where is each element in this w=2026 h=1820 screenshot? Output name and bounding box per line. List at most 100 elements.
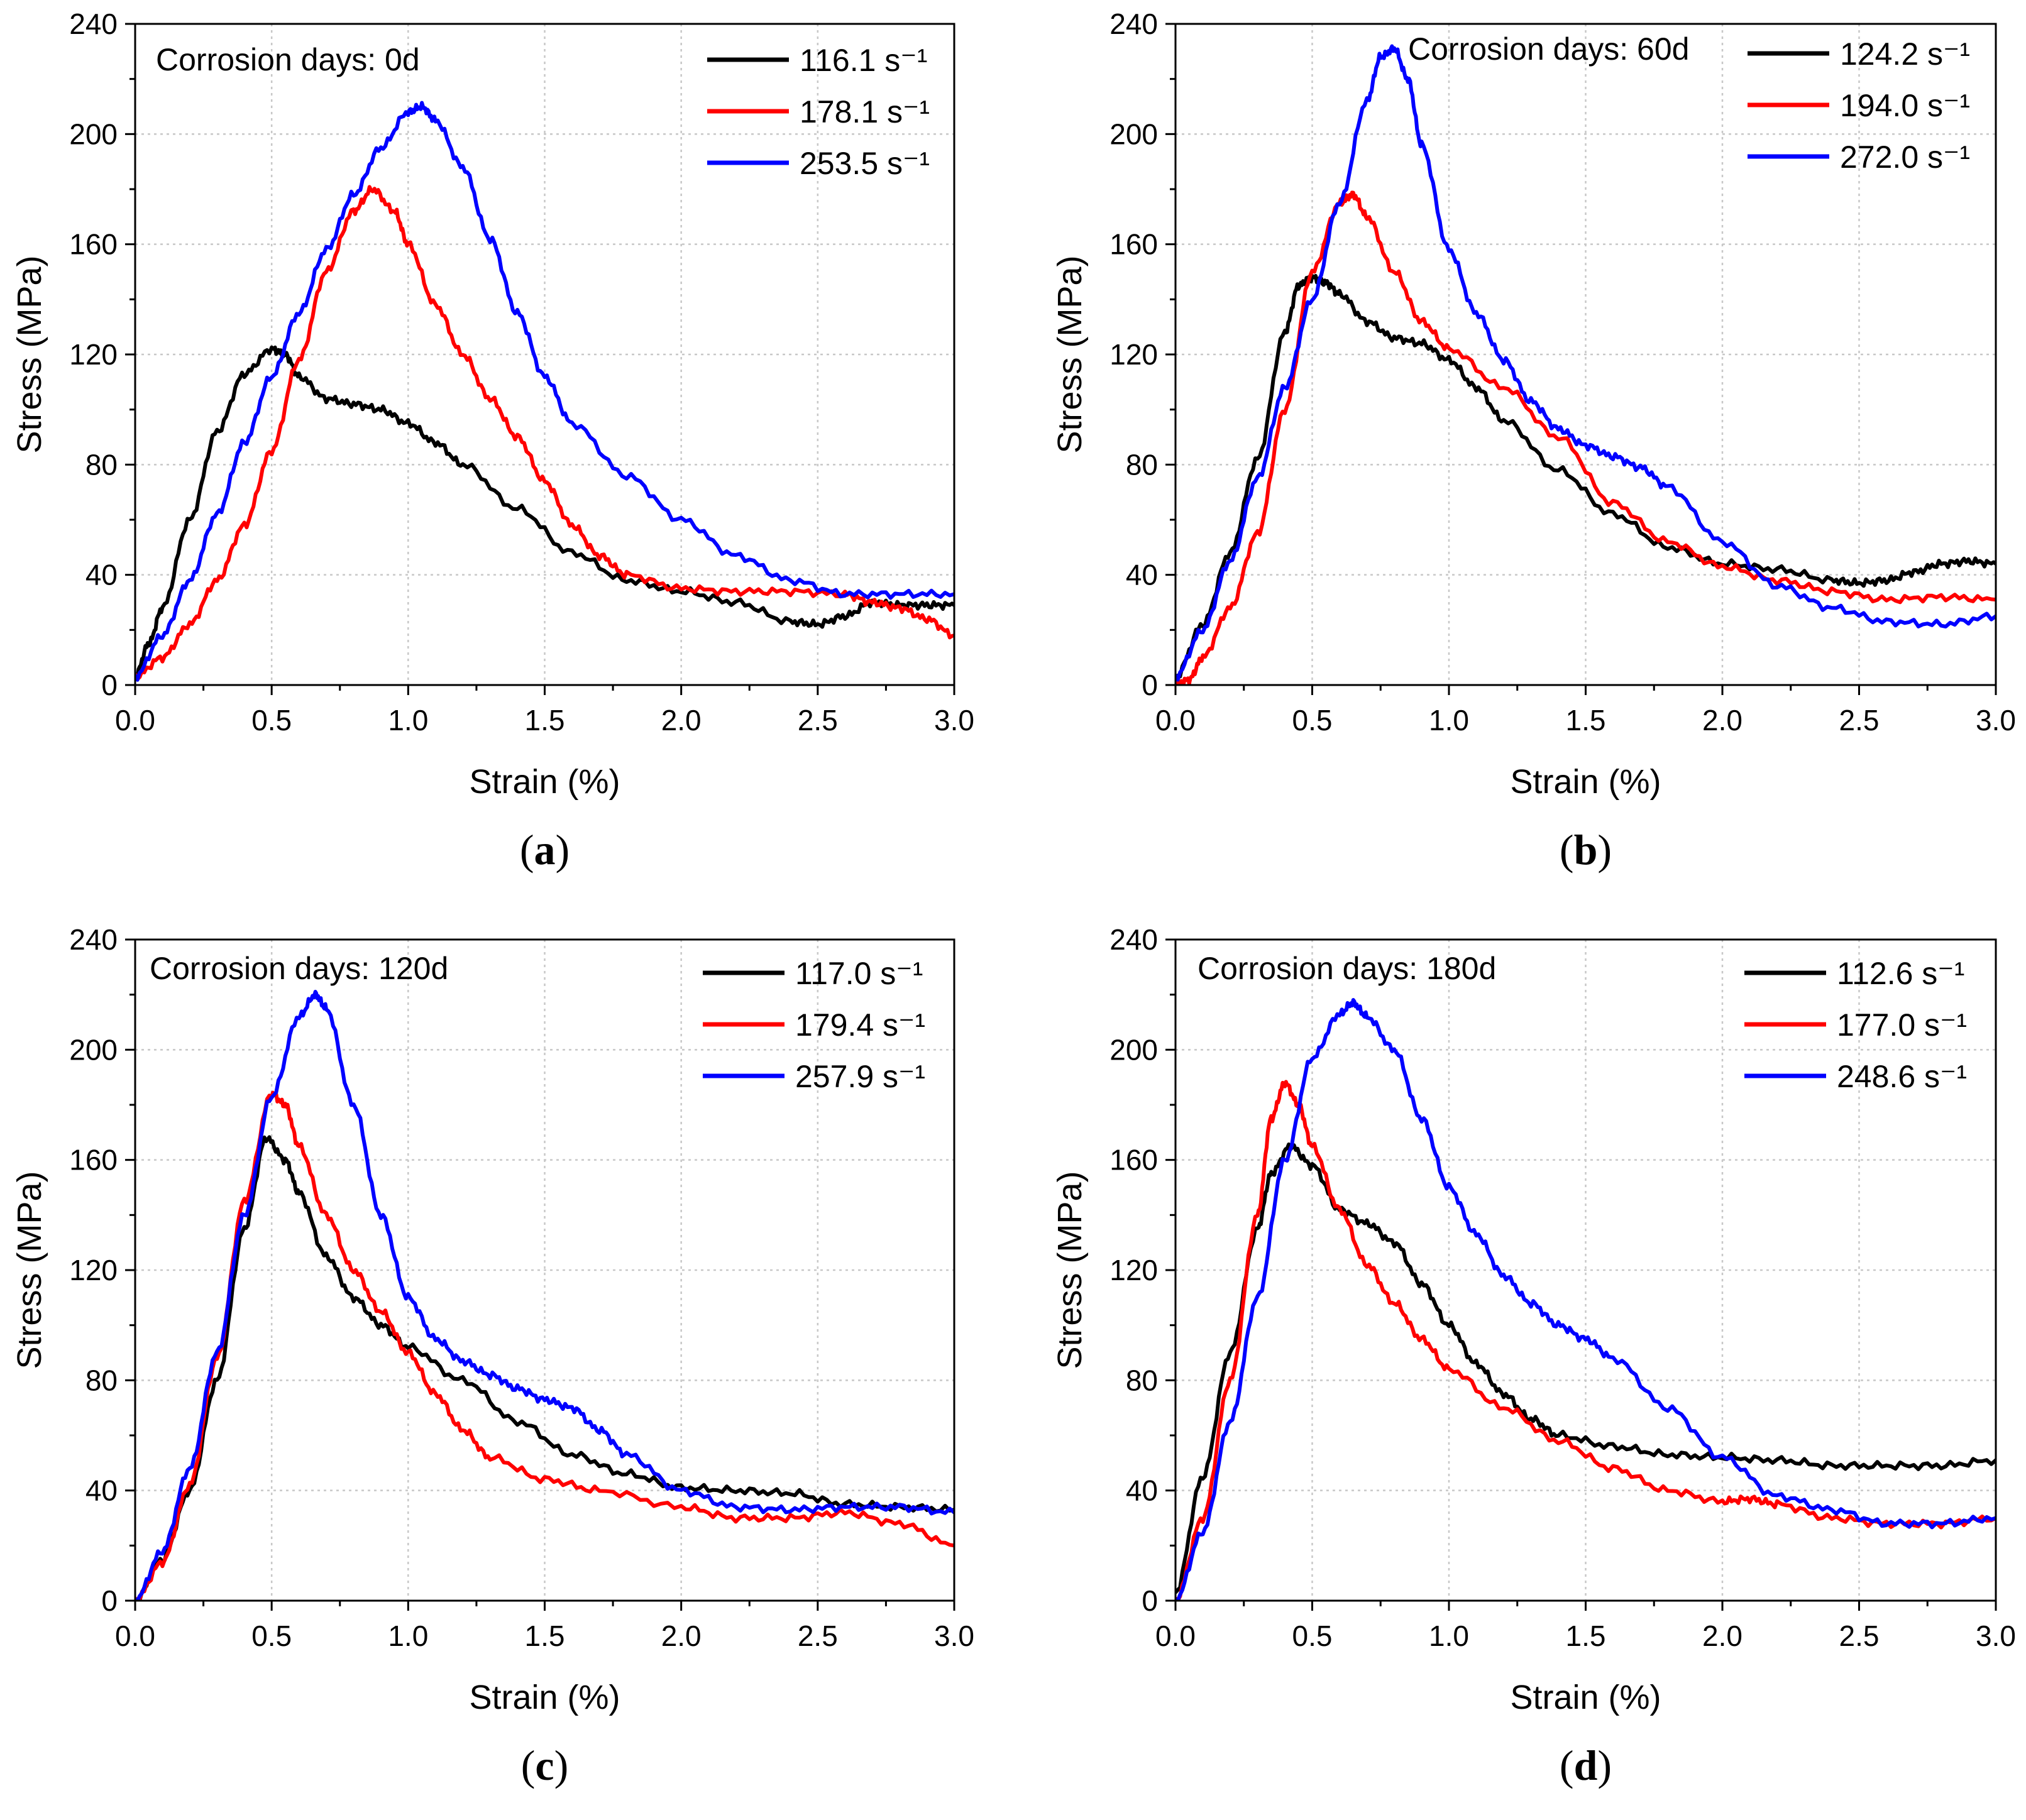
legend-label: 116.1 s⁻¹ <box>800 43 927 78</box>
y-tick-label: 80 <box>1126 448 1158 481</box>
y-tick-label: 240 <box>1109 8 1158 40</box>
y-tick-label: 160 <box>69 228 118 261</box>
panel-label: (c) <box>521 1741 569 1789</box>
x-tick-label: 1.5 <box>525 704 565 737</box>
series-group <box>135 990 954 1601</box>
series-line-blue <box>135 990 954 1601</box>
y-tick-label: 0 <box>101 1584 118 1617</box>
corrosion-days-annotation: Corrosion days: 120d <box>150 951 448 986</box>
y-tick-label: 40 <box>1126 1474 1158 1507</box>
panel-label-open-paren: ( <box>521 1741 536 1789</box>
series-line-blue <box>135 101 954 682</box>
x-tick-label: 2.0 <box>1702 704 1742 737</box>
legend-label: 194.0 s⁻¹ <box>1840 88 1970 123</box>
legend-label: 117.0 s⁻¹ <box>795 956 923 991</box>
y-tick-label: 160 <box>69 1144 118 1176</box>
series-line-red <box>1175 1080 1996 1601</box>
x-tick-label: 1.0 <box>388 704 428 737</box>
legend-label: 177.0 s⁻¹ <box>1837 1007 1967 1043</box>
panel-label: (a) <box>520 826 570 874</box>
x-tick-label: 0.5 <box>251 704 292 737</box>
panel-label: (d) <box>1560 1741 1612 1789</box>
y-tick-label: 200 <box>69 118 118 150</box>
series-line-red <box>1175 190 1996 685</box>
panel-label: (b) <box>1560 826 1612 874</box>
series-group <box>1175 44 1996 685</box>
legend-label: 257.9 s⁻¹ <box>795 1059 925 1094</box>
x-tick-label: 0.5 <box>251 1620 292 1652</box>
legend-label: 124.2 s⁻¹ <box>1840 36 1970 72</box>
x-tick-label: 0.0 <box>1155 704 1196 737</box>
panel-label-letter: c <box>535 1741 554 1789</box>
series-line-black <box>135 345 954 680</box>
x-axis-title: Strain (%) <box>469 763 620 801</box>
panel-b: 0.0 0.5 1.0 1.5 2.0 2.5 3.0 0 40 80 120 160 200 240 St… <box>1051 8 2016 874</box>
series-line-black <box>1175 273 1996 679</box>
y-tick-label: 240 <box>69 923 118 956</box>
legend-label: 272.0 s⁻¹ <box>1840 140 1970 175</box>
x-tick-label: 2.5 <box>798 704 838 737</box>
y-tick-label: 120 <box>69 1254 118 1286</box>
panel-label-open-paren: ( <box>520 826 534 874</box>
legend-label: 248.6 s⁻¹ <box>1837 1059 1967 1094</box>
x-tick-label: 1.5 <box>1566 1620 1606 1652</box>
panel-label-open-paren: ( <box>1560 1741 1574 1789</box>
panel-label-open-paren: ( <box>1560 826 1574 874</box>
x-axis-title: Strain (%) <box>1510 763 1661 801</box>
panel-c: 0.0 0.5 1.0 1.5 2.0 2.5 3.0 0 40 80 120 160 200 240 St… <box>11 923 974 1789</box>
x-tick-label: 0.0 <box>1155 1620 1196 1652</box>
x-tick-label: 2.5 <box>1839 1620 1880 1652</box>
y-axis-title: Stress (MPa) <box>1051 1171 1089 1369</box>
x-tick-label: 3.0 <box>934 1620 974 1652</box>
x-tick-label: 1.0 <box>388 1620 428 1652</box>
panel-d: 0.0 0.5 1.0 1.5 2.0 2.5 3.0 0 40 80 120 160 200 240 St… <box>1051 923 2016 1789</box>
y-tick-label: 120 <box>69 338 118 371</box>
y-tick-label: 240 <box>69 8 118 40</box>
x-axis-title: Strain (%) <box>1510 1679 1661 1716</box>
x-tick-label: 2.0 <box>1702 1620 1742 1652</box>
x-tick-label: 2.0 <box>661 1620 702 1652</box>
y-tick-label: 120 <box>1109 1254 1158 1286</box>
y-axis-title: Stress (MPa) <box>11 255 48 453</box>
series-group <box>1175 998 1996 1601</box>
y-tick-label: 200 <box>1109 118 1158 150</box>
y-tick-label: 200 <box>69 1033 118 1066</box>
series-group <box>135 101 954 682</box>
series-line-black <box>135 1135 954 1601</box>
x-tick-label: 1.5 <box>1566 704 1606 737</box>
x-tick-label: 1.0 <box>1429 1620 1469 1652</box>
x-tick-label: 1.0 <box>1429 704 1469 737</box>
y-tick-label: 240 <box>1109 923 1158 956</box>
x-tick-label: 3.0 <box>1976 1620 2016 1652</box>
panels-container: 0.0 0.5 1.0 1.5 2.0 2.5 3.0 0 40 80 120 160 200 240 St… <box>11 8 2016 1789</box>
x-tick-label: 2.5 <box>798 1620 838 1652</box>
y-tick-label: 40 <box>85 559 118 591</box>
corrosion-days-annotation: Corrosion days: 180d <box>1197 951 1496 986</box>
y-tick-label: 160 <box>1109 1144 1158 1176</box>
y-tick-label: 40 <box>1126 559 1158 591</box>
y-tick-label: 0 <box>1142 1584 1158 1617</box>
x-tick-label: 0.5 <box>1292 704 1333 737</box>
y-tick-label: 80 <box>1126 1364 1158 1396</box>
x-tick-label: 0.5 <box>1292 1620 1333 1652</box>
legend-label: 112.6 s⁻¹ <box>1837 956 1964 991</box>
y-tick-label: 40 <box>85 1474 118 1507</box>
legend-label: 253.5 s⁻¹ <box>800 146 930 181</box>
x-tick-label: 3.0 <box>1976 704 2016 737</box>
y-tick-label: 0 <box>1142 669 1158 701</box>
x-tick-label: 1.5 <box>525 1620 565 1652</box>
panel-label-letter: d <box>1574 1741 1598 1789</box>
corrosion-days-annotation: Corrosion days: 0d <box>156 42 420 77</box>
legend-label: 179.4 s⁻¹ <box>795 1007 925 1043</box>
panel-label-close-paren: ) <box>1597 826 1612 874</box>
x-tick-label: 2.0 <box>661 704 702 737</box>
series-line-blue <box>1175 998 1996 1601</box>
x-tick-label: 3.0 <box>934 704 974 737</box>
x-tick-label: 2.5 <box>1839 704 1880 737</box>
y-tick-label: 80 <box>85 1364 118 1396</box>
x-tick-label: 0.0 <box>115 1620 155 1652</box>
y-axis-title: Stress (MPa) <box>11 1171 48 1369</box>
series-line-blue <box>1175 44 1996 682</box>
y-tick-label: 120 <box>1109 338 1158 371</box>
legend-label: 178.1 s⁻¹ <box>800 94 930 129</box>
